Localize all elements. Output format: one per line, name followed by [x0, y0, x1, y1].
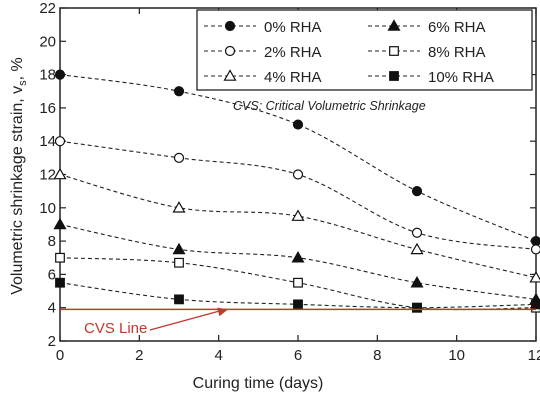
legend-marker-5 [390, 72, 399, 81]
series-point-1 [56, 137, 65, 146]
legend-marker-0 [226, 22, 235, 31]
series-point-3 [55, 219, 66, 229]
x-tick-label: 8 [373, 347, 381, 364]
cvs-arrow-shaft [150, 311, 220, 330]
series-point-5 [56, 278, 65, 287]
x-axis-label: Curing time (days) [193, 375, 324, 392]
legend-label-3: 6% RHA [428, 19, 486, 36]
y-tick-label: 6 [48, 266, 56, 283]
y-axis-label-main: Volumetric shrinkage strain, v [9, 86, 26, 295]
series-point-5 [532, 300, 540, 309]
series-point-4 [56, 253, 65, 262]
x-tick-label: 10 [448, 347, 465, 364]
series-point-3 [293, 252, 304, 262]
series-point-1 [175, 153, 184, 162]
y-tick-label: 12 [39, 167, 56, 184]
series-point-1 [532, 245, 540, 254]
series-point-1 [413, 228, 422, 237]
x-tick-label: 4 [214, 347, 222, 364]
y-tick-label: 2 [48, 333, 56, 350]
legend-label-1: 2% RHA [264, 44, 322, 61]
legend: 0% RHA 2% RHA 4% RHA 6% RHA 8% RHA 10% RHA [197, 10, 532, 90]
series-point-0 [175, 87, 184, 96]
series-point-2 [55, 169, 66, 179]
x-tick-label: 6 [294, 347, 302, 364]
y-tick-label: 20 [39, 33, 56, 50]
series-line-1 [60, 141, 536, 249]
y-tick-label: 22 [39, 0, 56, 17]
series-point-4 [175, 258, 184, 267]
x-tick-label: 12 [528, 347, 540, 364]
y-tick-label: 14 [39, 133, 56, 150]
legend-label-5: 10% RHA [428, 69, 494, 86]
y-tick-label: 16 [39, 100, 56, 117]
series-point-5 [413, 303, 422, 312]
legend-marker-4 [390, 47, 399, 56]
series-point-0 [294, 120, 303, 129]
y-tick-label: 18 [39, 67, 56, 84]
series-point-0 [56, 70, 65, 79]
y-tick-label: 4 [48, 300, 56, 317]
y-tick-label: 8 [48, 233, 56, 250]
x-tick-label: 0 [56, 347, 64, 364]
y-axis-label: Volumetric shrinkage strain, vs, % [9, 57, 29, 295]
y-axis-label-unit: , % [9, 57, 26, 80]
series-point-1 [294, 170, 303, 179]
series-point-3 [174, 244, 185, 254]
cvs-line-group: CVS Line [60, 308, 536, 337]
series-point-5 [175, 295, 184, 304]
series-point-0 [413, 187, 422, 196]
legend-label-0: 0% RHA [264, 19, 322, 36]
series-point-2 [412, 244, 423, 254]
legend-label-2: 4% RHA [264, 69, 322, 86]
series-point-5 [294, 300, 303, 309]
y-tick-label: 10 [39, 200, 56, 217]
legend-marker-1 [226, 47, 235, 56]
cvs-line-label: CVS Line [84, 320, 147, 337]
chart-annotation: CVS: Critical Volumetric Shrinkage [233, 99, 426, 113]
legend-label-4: 8% RHA [428, 44, 486, 61]
series-point-4 [294, 278, 303, 287]
x-tick-label: 2 [135, 347, 143, 364]
series-point-0 [532, 237, 540, 246]
